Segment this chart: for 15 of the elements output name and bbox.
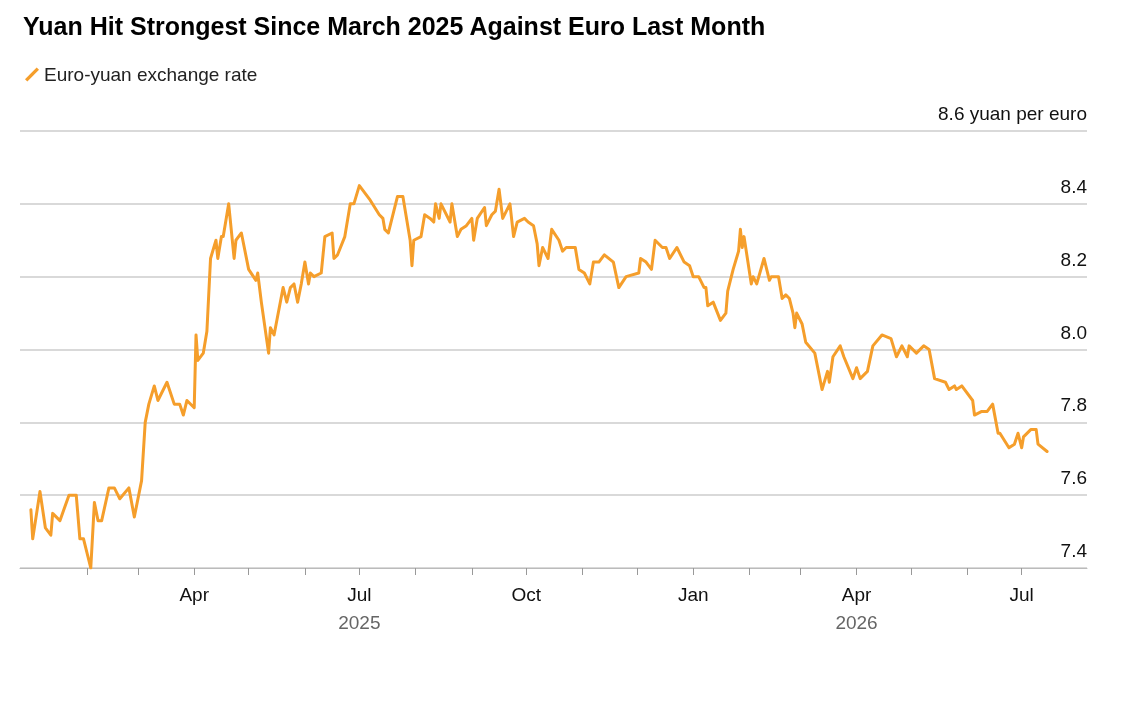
y-tick-label: 7.4 <box>1060 540 1088 561</box>
x-tick-label: Oct <box>511 583 542 605</box>
x-tick-label: Jan <box>677 583 709 605</box>
x-tick-label: Apr <box>179 583 210 605</box>
y-tick-label: 7.8 <box>1060 394 1087 416</box>
legend-label: Euro-yuan exchange rate <box>44 64 258 85</box>
x-tick-label: Jul 2025 <box>338 583 381 633</box>
y-tick-label: 8.0 <box>1060 321 1087 343</box>
y-tick-label: 8.4 <box>1060 175 1088 197</box>
y-tick-label: 8.6 yuan per euro <box>938 103 1087 124</box>
y-tick-label: 7.6 <box>1060 467 1087 489</box>
chart-title: Yuan Hit Strongest Since March 2025 Against Euro Last Month <box>23 11 766 40</box>
y-tick-label: 8.2 <box>1060 248 1087 270</box>
x-tick-label: Jul <box>1009 583 1034 605</box>
x-tick-label: Apr 2026 <box>835 583 878 633</box>
